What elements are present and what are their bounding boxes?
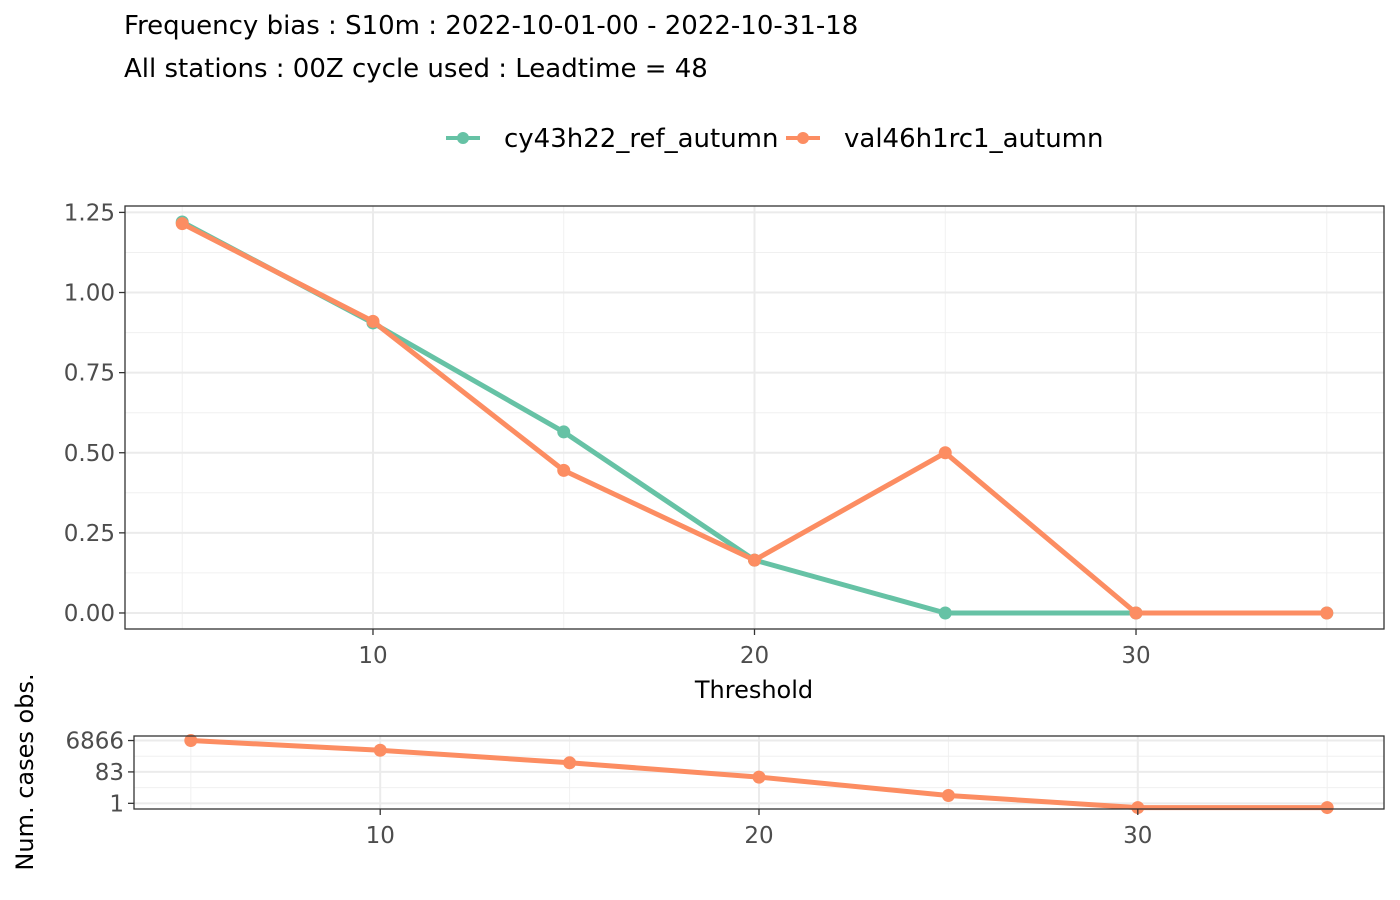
data-point-series-1: [1320, 801, 1334, 815]
y-tick-label: 1: [109, 791, 124, 817]
y-tick-label: 6866: [65, 729, 124, 755]
y-tick-label: 0.50: [64, 441, 115, 467]
y-tick-label: 0.00: [64, 601, 115, 627]
y-tick-label: 83: [95, 760, 124, 786]
data-point-series-1: [1131, 801, 1145, 815]
x-tick-label: 30: [1123, 823, 1152, 849]
legend-label-series-1: cy43h22_ref_autumn: [504, 124, 779, 154]
main-plot-panel: 10 20 30 0.00 0.25 0.50 0.75 1.00 1.25: [64, 200, 1385, 669]
obs-count-panel: 10 20 30 1 83 6866: [65, 729, 1385, 849]
data-point-series-1: [184, 734, 198, 748]
data-point-series-2: [1129, 606, 1143, 620]
x-tick-label: 30: [1121, 643, 1150, 669]
x-tick-label: 10: [358, 643, 387, 669]
x-tick-label: 20: [744, 823, 773, 849]
y-tick-label: 1.00: [64, 281, 115, 307]
y-tick-label: 0.25: [64, 521, 115, 547]
y-tick-label: 1.25: [64, 200, 115, 226]
legend-key-point-series-2: [797, 132, 809, 144]
legend-entry-series-2: val46h1rc1_autumn: [786, 124, 1104, 154]
chart-title: Frequency bias : S10m : 2022-10-01-00 - …: [124, 11, 858, 41]
legend: cy43h22_ref_autumn val46h1rc1_autumn: [446, 124, 1104, 154]
chart-subtitle: All stations : 00Z cycle used : Leadtime…: [124, 54, 708, 84]
data-point-series-2: [748, 553, 761, 567]
data-point-series-2: [1320, 606, 1334, 620]
x-axis-label: Threshold: [694, 676, 813, 704]
data-point-series-1: [752, 770, 766, 784]
legend-label-series-2: val46h1rc1_autumn: [844, 124, 1104, 154]
data-point-series-1: [941, 789, 955, 803]
y-tick-label: 0.75: [64, 361, 115, 387]
x-tick-label: 20: [740, 643, 769, 669]
legend-entry-series-1: cy43h22_ref_autumn: [446, 124, 779, 154]
data-point-series-2: [557, 463, 571, 477]
data-point-series-1: [557, 425, 571, 439]
data-point-series-2: [366, 314, 380, 328]
y-axis-label-obs: Num. cases obs.: [11, 673, 39, 870]
data-point-series-1: [938, 606, 952, 620]
legend-key-point-series-1: [457, 132, 469, 144]
data-point-series-1: [373, 743, 387, 757]
data-point-series-2: [175, 217, 189, 231]
x-tick-label: 10: [366, 823, 395, 849]
data-point-series-2: [938, 446, 952, 460]
data-point-series-1: [563, 756, 577, 770]
